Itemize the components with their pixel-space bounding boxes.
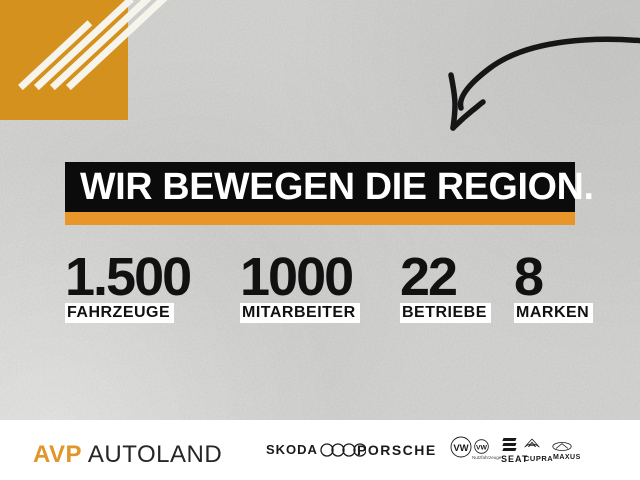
svg-text:VW: VW [453,443,468,454]
svg-text:VW: VW [476,445,488,452]
